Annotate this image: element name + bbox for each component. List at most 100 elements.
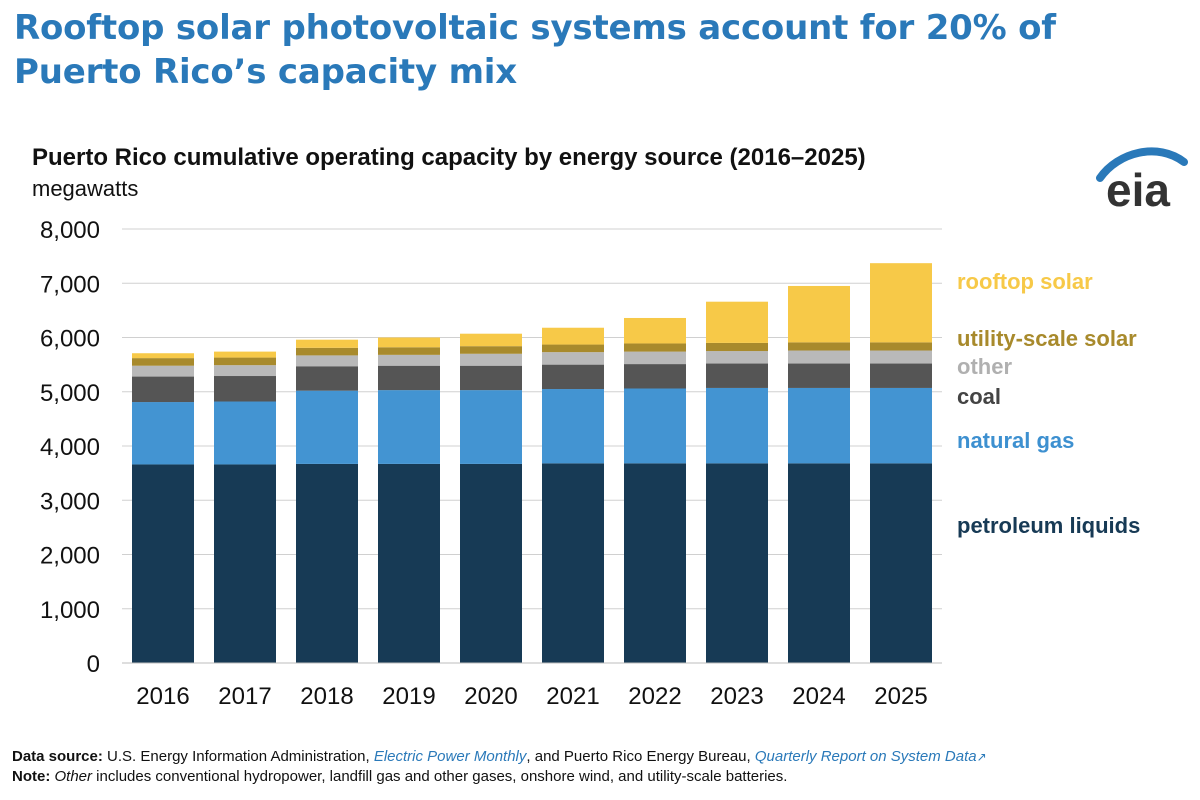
chart-title: Puerto Rico cumulative operating capacit… — [32, 144, 866, 171]
bar-segment-utility-scale-solar-2021 — [542, 344, 604, 353]
bar-segment-natural-gas-2021 — [542, 389, 604, 464]
bar-segment-natural-gas-2017 — [214, 401, 276, 465]
legend-label-rooftop-solar: rooftop solar — [957, 269, 1093, 294]
y-tick-label: 4,000 — [40, 434, 100, 461]
data-source-line: Data source: U.S. Energy Information Adm… — [12, 747, 1192, 767]
bar-segment-rooftop-solar-2020 — [460, 333, 522, 347]
bar-segment-coal-2022 — [624, 364, 686, 389]
bar-segment-natural-gas-2022 — [624, 388, 686, 464]
data-source-text-2: , and Puerto Rico Energy Bureau, — [526, 748, 755, 765]
legend-label-petroleum-liquids: petroleum liquids — [957, 513, 1140, 538]
y-tick-label: 1,000 — [40, 597, 100, 624]
bar-segment-petroleum-liquids-2017 — [214, 464, 276, 663]
y-tick-label: 6,000 — [40, 326, 100, 353]
bar-segment-other-2021 — [542, 352, 604, 365]
eia-logo-text: eia — [1106, 164, 1170, 210]
legend-label-coal: coal — [957, 384, 1001, 409]
note-text: includes conventional hydropower, landfi… — [92, 768, 788, 785]
bar-segment-petroleum-liquids-2025 — [870, 463, 932, 663]
bar-segment-natural-gas-2023 — [706, 387, 768, 464]
bar-segment-rooftop-solar-2019 — [378, 337, 440, 348]
bar-segment-rooftop-solar-2025 — [870, 263, 932, 343]
bar-segment-utility-scale-solar-2019 — [378, 347, 440, 355]
bar-segment-utility-scale-solar-2017 — [214, 357, 276, 366]
bar-segment-rooftop-solar-2024 — [788, 285, 850, 343]
bar-segment-petroleum-liquids-2018 — [296, 463, 358, 663]
data-source-label: Data source: — [12, 748, 103, 765]
bar-segment-natural-gas-2020 — [460, 390, 522, 464]
bar-segment-utility-scale-solar-2016 — [132, 358, 194, 366]
electric-power-monthly-link[interactable]: Electric Power Monthly — [373, 748, 527, 765]
legend-label-other: other — [957, 354, 1012, 379]
quarterly-report-link[interactable]: Quarterly Report on System Data — [754, 748, 977, 765]
x-tick-label: 2017 — [218, 683, 271, 710]
x-tick-label: 2020 — [464, 683, 517, 710]
x-tick-label: 2024 — [792, 683, 845, 710]
bar-segment-petroleum-liquids-2020 — [460, 463, 522, 663]
bar-segment-utility-scale-solar-2022 — [624, 343, 686, 352]
x-tick-label: 2022 — [628, 683, 681, 710]
bar-segment-other-2023 — [706, 351, 768, 364]
bar-segment-rooftop-solar-2018 — [296, 339, 358, 348]
note-label: Note: — [12, 768, 51, 785]
y-tick-label: 0 — [87, 651, 100, 678]
bar-segment-coal-2018 — [296, 366, 358, 391]
y-tick-label: 8,000 — [40, 217, 100, 244]
bar-segment-petroleum-liquids-2022 — [624, 463, 686, 663]
bar-segment-rooftop-solar-2017 — [214, 351, 276, 358]
bar-segment-utility-scale-solar-2018 — [296, 347, 358, 356]
bar-segment-rooftop-solar-2023 — [706, 301, 768, 343]
bar-segment-utility-scale-solar-2023 — [706, 342, 768, 352]
bar-segment-other-2016 — [132, 365, 194, 377]
legend-label-utility-scale-solar: utility-scale solar — [957, 326, 1137, 351]
bar-segment-petroleum-liquids-2023 — [706, 463, 768, 663]
bar-segment-rooftop-solar-2016 — [132, 353, 194, 359]
bar-segment-other-2019 — [378, 354, 440, 366]
bar-segment-coal-2019 — [378, 365, 440, 391]
y-tick-label: 3,000 — [40, 488, 100, 515]
bar-segment-coal-2025 — [870, 363, 932, 388]
headline: Rooftop solar photovoltaic systems accou… — [14, 8, 1056, 92]
bar-segment-other-2018 — [296, 355, 358, 367]
bar-segment-petroleum-liquids-2016 — [132, 464, 194, 663]
x-tick-label: 2021 — [546, 683, 599, 710]
bar-segment-utility-scale-solar-2024 — [788, 342, 850, 351]
bar-segment-petroleum-liquids-2019 — [378, 463, 440, 663]
bar-segment-rooftop-solar-2021 — [542, 327, 604, 345]
bar-segment-utility-scale-solar-2020 — [460, 346, 522, 354]
y-tick-label: 5,000 — [40, 380, 100, 407]
bar-segment-natural-gas-2019 — [378, 390, 440, 464]
footer: Data source: U.S. Energy Information Adm… — [12, 747, 1192, 786]
bar-segment-other-2020 — [460, 353, 522, 366]
bar-segment-coal-2023 — [706, 363, 768, 388]
bar-segment-other-2022 — [624, 351, 686, 365]
bar-segment-other-2025 — [870, 350, 932, 364]
x-tick-label: 2018 — [300, 683, 353, 710]
y-tick-label: 2,000 — [40, 543, 100, 570]
external-link-icon: ↗ — [976, 750, 987, 764]
bar-segment-utility-scale-solar-2025 — [870, 342, 932, 351]
eia-logo: eia — [1096, 147, 1188, 210]
bar-segment-rooftop-solar-2022 — [624, 317, 686, 344]
bar-segment-other-2017 — [214, 365, 276, 377]
bar-segment-other-2024 — [788, 350, 850, 364]
legend-label-natural-gas: natural gas — [957, 428, 1074, 453]
bar-segment-petroleum-liquids-2021 — [542, 463, 604, 663]
eia-logo-arc-icon — [1096, 147, 1188, 182]
x-tick-label: 2016 — [136, 683, 189, 710]
bar-segment-coal-2020 — [460, 365, 522, 391]
note-italic-other: Other — [54, 768, 93, 785]
bar-segment-coal-2016 — [132, 376, 194, 403]
data-source-text-1: U.S. Energy Information Administration, — [102, 748, 374, 765]
x-tick-label: 2025 — [874, 683, 927, 710]
x-tick-label: 2019 — [382, 683, 435, 710]
bar-segment-coal-2024 — [788, 363, 850, 388]
bar-segment-natural-gas-2018 — [296, 390, 358, 464]
bar-segment-natural-gas-2025 — [870, 387, 932, 464]
x-tick-label: 2023 — [710, 683, 763, 710]
note-line: Note: Other includes conventional hydrop… — [12, 767, 1192, 786]
bar-segment-petroleum-liquids-2024 — [788, 463, 850, 663]
bar-segment-coal-2021 — [542, 364, 604, 390]
bar-segment-natural-gas-2016 — [132, 402, 194, 465]
